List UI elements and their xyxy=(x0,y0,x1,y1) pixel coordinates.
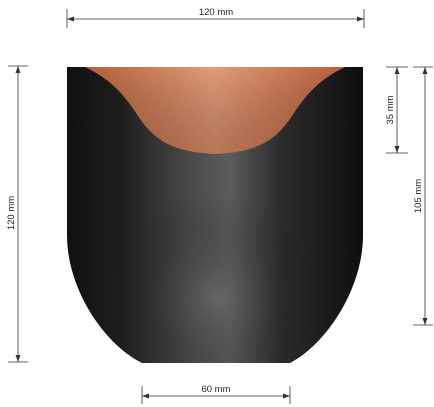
dimension-right-total: 105 mm xyxy=(413,66,433,326)
dimension-top-width: 120 mm xyxy=(66,7,365,28)
part-body-highlight xyxy=(67,67,363,363)
dimension-right-total-label: 105 mm xyxy=(413,179,424,213)
dimension-top-width-label: 120 mm xyxy=(199,7,233,18)
dimension-bottom-width: 60 mm xyxy=(141,384,291,404)
dimension-left-height: 120 mm xyxy=(6,65,28,363)
dimension-left-height-label: 120 mm xyxy=(6,196,17,230)
part-top-surface-shade xyxy=(85,67,345,154)
dimension-right-upper-label: 35 mm xyxy=(385,95,396,124)
dimension-right-upper: 35 mm xyxy=(385,66,408,154)
dimension-bottom-width-label: 60 mm xyxy=(201,384,230,395)
